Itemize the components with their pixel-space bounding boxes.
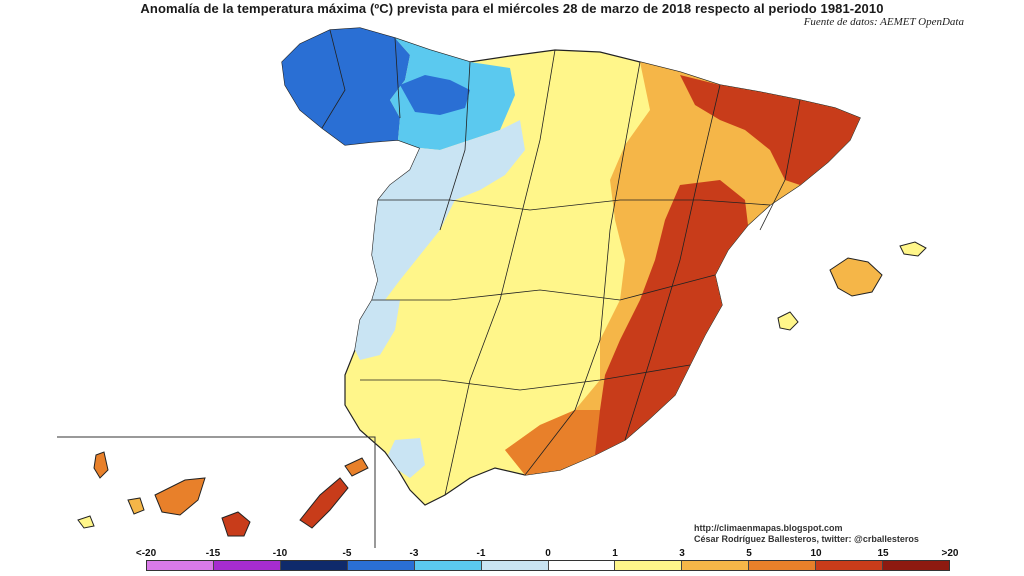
legend-tick-label: -1: [476, 548, 486, 559]
tenerife: [154, 477, 206, 516]
legend-bin: [682, 561, 750, 570]
legend-tick-label: -15: [205, 548, 221, 559]
legend-tick-label: 3: [679, 548, 685, 559]
valencia-red: [580, 180, 748, 455]
legend-color-bar: [146, 560, 950, 571]
el-hierro: [77, 515, 95, 529]
cadiz-pale-blue: [388, 438, 425, 478]
asturias-blue: [400, 75, 470, 115]
legend-bin: [280, 561, 348, 570]
menorca: [899, 241, 927, 257]
legend-tick-label: <-20: [135, 548, 157, 559]
credits-url: http://climaenmapas.blogspot.com: [694, 523, 843, 533]
gran-canaria: [221, 511, 251, 537]
legend-tick-label: 15: [877, 548, 889, 559]
legend-bin: [347, 561, 415, 570]
legend-bin: [414, 561, 482, 570]
southeast-dark-orange: [505, 410, 600, 475]
la-palma: [93, 451, 109, 479]
legend-bin: [213, 561, 281, 570]
west-pale-blue: [372, 120, 525, 300]
catalonia-red: [680, 75, 860, 185]
credits: http://climaenmapas.blogspot.com César R…: [694, 523, 919, 545]
legend-bin: [816, 561, 884, 570]
galicia-dark-blue: [282, 28, 410, 145]
credits-author: César Rodríguez Ballesteros, twitter: @c…: [694, 534, 919, 544]
legend-bin: [548, 561, 616, 570]
legend-bin: [147, 561, 214, 570]
legend-tick-label: >20: [941, 548, 959, 559]
mallorca: [829, 257, 883, 297]
legend-tick-label: -3: [409, 548, 419, 559]
canary-inset-frame: [57, 436, 376, 548]
legend-bin: [883, 561, 950, 570]
ibiza: [777, 311, 799, 331]
legend-bin: [615, 561, 683, 570]
province-lines: [321, 29, 801, 496]
legend-tick-label: 1: [612, 548, 618, 559]
southwest-pale-blue: [355, 300, 400, 360]
legend-tick-label: 0: [545, 548, 551, 559]
legend-tick-label: -5: [342, 548, 352, 559]
legend-tick-label: -10: [272, 548, 288, 559]
legend-bin: [749, 561, 817, 570]
lanzarote: [344, 457, 369, 477]
la-gomera: [127, 497, 145, 515]
legend-tick-label: 5: [746, 548, 752, 559]
legend-tick-label: 10: [810, 548, 822, 559]
legend-bin: [481, 561, 549, 570]
data-source-label: Fuente de datos: AEMET OpenData: [803, 16, 964, 28]
fuerteventura: [299, 477, 349, 529]
map-title: Anomalía de la temperatura máxima (ºC) p…: [140, 1, 884, 16]
